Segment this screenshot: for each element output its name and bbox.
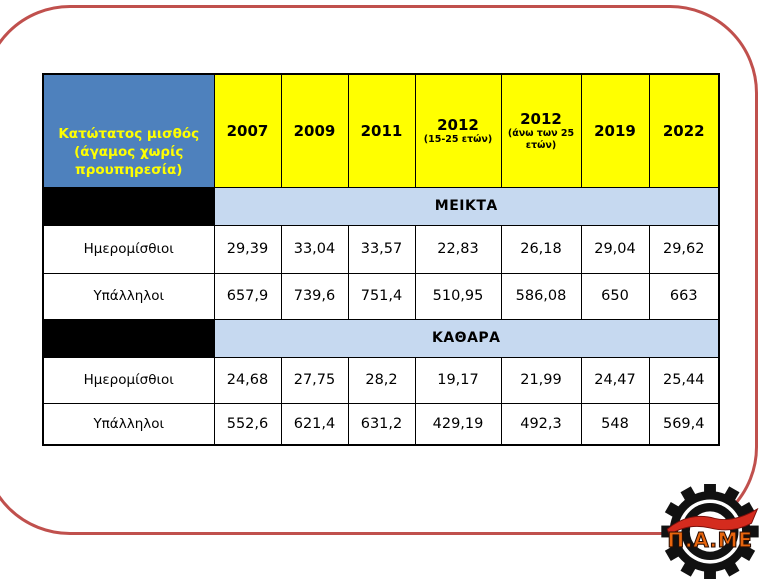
section-band-label: ΜΕΙΚΤΑ [213, 186, 720, 226]
logo-text: Π.Α.ΜΕ [667, 528, 752, 552]
value-cell: 25,44 [648, 356, 720, 404]
row-label-cell: Ημερομίσθιοι [42, 356, 215, 404]
year-label: 2012 [520, 109, 562, 128]
pame-logo: Π.Α.ΜΕ [661, 484, 759, 579]
value-cell: 33,57 [347, 224, 416, 274]
value-cell: 663 [648, 272, 720, 320]
value-cell: 492,3 [500, 402, 582, 446]
year-label: 2022 [662, 121, 705, 140]
value-cell: 33,04 [280, 224, 349, 274]
year-header-cell: 2012 (15-25 ετών) [414, 73, 502, 188]
table-row: Υπάλληλοι 552,6 621,4 631,2 429,19 492,3… [42, 402, 720, 446]
value-cell: 24,68 [213, 356, 282, 404]
band-black-cell [42, 186, 215, 226]
year-header-cell: 2019 [580, 73, 650, 188]
year-label: 2007 [226, 121, 269, 140]
flag-shape [666, 507, 759, 536]
section-band-row: ΜΕΙΚΤΑ [42, 186, 720, 226]
value-cell: 27,75 [280, 356, 349, 404]
section-band-label: ΚΑΘΑΡΑ [213, 318, 720, 358]
value-cell: 657,9 [213, 272, 282, 320]
value-cell: 19,17 [414, 356, 502, 404]
value-cell: 569,4 [648, 402, 720, 446]
value-cell: 24,47 [580, 356, 650, 404]
year-header-cell: 2009 [280, 73, 349, 188]
year-header-cell: 2022 [648, 73, 720, 188]
year-label: 2012 [437, 115, 479, 134]
value-cell: 510,95 [414, 272, 502, 320]
value-cell: 548 [580, 402, 650, 446]
data-table: Κατώτατος μισθός (άγαμος χωρίς προυπηρεσ… [42, 73, 720, 446]
value-cell: 29,62 [648, 224, 720, 274]
table-row: Υπάλληλοι 657,9 739,6 751,4 510,95 586,0… [42, 272, 720, 320]
year-label: 2011 [360, 121, 403, 140]
band-black-cell [42, 318, 215, 358]
value-cell: 586,08 [500, 272, 582, 320]
value-cell: 26,18 [500, 224, 582, 274]
year-label: 2009 [293, 121, 336, 140]
row-label-cell: Υπάλληλοι [42, 272, 215, 320]
value-cell: 650 [580, 272, 650, 320]
year-header-cell: 2012 (άνω των 25 ετών) [500, 73, 582, 188]
section-band-row: ΚΑΘΑΡΑ [42, 318, 720, 358]
table-row: Ημερομίσθιοι 24,68 27,75 28,2 19,17 21,9… [42, 356, 720, 404]
value-cell: 552,6 [213, 402, 282, 446]
value-cell: 29,39 [213, 224, 282, 274]
year-label: 2019 [594, 121, 636, 140]
row-label-cell: Υπάλληλοι [42, 402, 215, 446]
year-note: (15-25 ετών) [423, 133, 493, 145]
header-row: Κατώτατος μισθός (άγαμος χωρίς προυπηρεσ… [42, 73, 720, 188]
value-cell: 21,99 [500, 356, 582, 404]
year-note: (άνω των 25 ετών) [507, 127, 575, 151]
value-cell: 631,2 [347, 402, 416, 446]
corner-header-cell: Κατώτατος μισθός (άγαμος χωρίς προυπηρεσ… [42, 73, 215, 188]
value-cell: 621,4 [280, 402, 349, 446]
value-cell: 739,6 [280, 272, 349, 320]
value-cell: 429,19 [414, 402, 502, 446]
minimum-wage-table: Κατώτατος μισθός (άγαμος χωρίς προυπηρεσ… [42, 73, 720, 446]
value-cell: 22,83 [414, 224, 502, 274]
slide-border [0, 5, 758, 535]
value-cell: 28,2 [347, 356, 416, 404]
table-row: Ημερομίσθιοι 29,39 33,04 33,57 22,83 26,… [42, 224, 720, 274]
gear-icon [661, 484, 759, 579]
year-header-cell: 2011 [347, 73, 416, 188]
value-cell: 29,04 [580, 224, 650, 274]
year-header-cell: 2007 [213, 73, 282, 188]
row-label-cell: Ημερομίσθιοι [42, 224, 215, 274]
value-cell: 751,4 [347, 272, 416, 320]
